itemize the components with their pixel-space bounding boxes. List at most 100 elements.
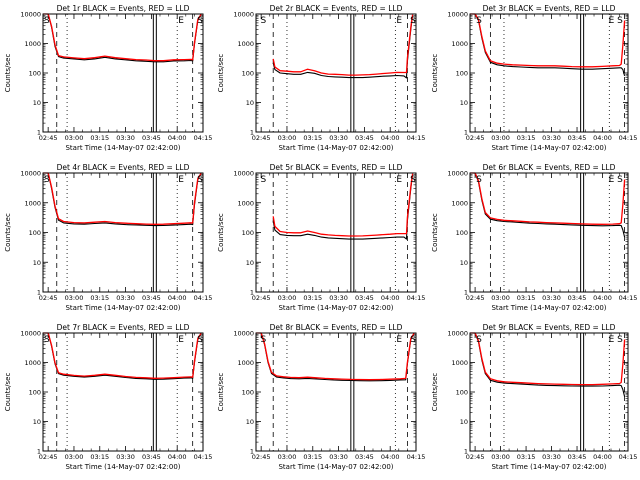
x-tick-label: 03:00 [491,453,510,461]
y-tick-label: 10000 [233,11,254,19]
y-tick-label: 1000 [451,199,468,207]
panel-title: Det 8r BLACK = Events, RED = LLD [270,323,403,332]
panel-6: Det 6r BLACK = Events, RED = LLD Counts/s… [431,163,637,312]
panel-title: Det 5r BLACK = Events, RED = LLD [270,163,403,172]
x-tick-label: 03:00 [278,134,297,142]
panel-title: Det 7r BLACK = Events, RED = LLD [57,323,190,332]
panel-9: Det 9r BLACK = Events, RED = LLD Counts/s… [431,323,637,471]
x-tick-label: 03:00 [65,294,84,302]
plot-frame [469,172,629,293]
y-tick-label: 10000 [20,11,41,19]
plot-frame [469,332,629,452]
y-axis-label: Counts/sec [217,54,225,93]
s-marker-label: S [260,335,266,345]
y-tick-label: 1000 [24,199,41,207]
plot-frame [255,332,417,452]
x-axis-label: Start Time (14-May-07 02:42:00) [278,144,393,152]
y-tick-label: 10000 [20,330,41,338]
y-axis-label: Counts/sec [431,373,439,412]
y-axis-label: Counts/sec [4,213,12,252]
x-tick-label: 04:00 [381,294,400,302]
y-tick-label: 10 [246,418,254,426]
y-axis-label: Counts/sec [431,213,439,252]
s-marker-label: S [617,175,623,185]
panel-3: Det 3r BLACK = Events, RED = LLD Counts/s… [431,4,637,152]
x-tick-label: 03:45 [142,134,161,142]
x-tick-label: 03:30 [116,294,135,302]
y-tick-label: 10 [33,99,41,107]
x-tick-label: 02:45 [466,134,485,142]
x-tick-label: 04:15 [407,134,426,142]
x-tick-label: 04:15 [407,453,426,461]
x-tick-label: 03:45 [142,294,161,302]
x-tick-label: 03:30 [542,453,561,461]
x-axis-label: Start Time (14-May-07 02:42:00) [278,304,393,312]
x-tick-label: 03:00 [278,294,297,302]
series-line-lld [256,332,415,381]
panel-4: Det 4r BLACK = Events, RED = LLD Counts/s… [4,163,212,312]
y-tick-label: 1 [37,289,41,297]
y-tick-label: 1 [464,129,468,137]
panel-title: Det 3r BLACK = Events, RED = LLD [483,4,616,13]
s-marker-label: S [197,335,203,345]
s-marker-label: S [410,335,416,345]
plot-frame [42,13,204,133]
s-marker-label: S [260,175,266,185]
x-axis-label: Start Time (14-May-07 02:42:00) [491,144,606,152]
x-tick-label: 03:45 [355,134,374,142]
y-tick-label: 1 [464,289,468,297]
y-tick-label: 10 [460,418,468,426]
y-tick-label: 1000 [451,40,468,48]
y-tick-label: 100 [456,70,468,78]
y-tick-label: 1000 [237,359,254,367]
x-tick-label: 03:45 [355,294,374,302]
series-line-lld [470,13,626,68]
x-tick-label: 03:45 [568,134,587,142]
x-tick-label: 04:15 [619,134,638,142]
e-marker-label: E [396,175,402,185]
s-marker-label: S [617,16,623,26]
series-line-lld [272,14,414,76]
x-tick-label: 04:00 [168,294,187,302]
y-axis-label: Counts/sec [217,213,225,252]
y-tick-label: 1000 [237,199,254,207]
x-axis-label: Start Time (14-May-07 02:42:00) [65,463,180,471]
panel-title: Det 2r BLACK = Events, RED = LLD [270,4,403,13]
x-axis-label: Start Time (14-May-07 02:42:00) [491,304,606,312]
s-marker-label: S [197,16,203,26]
e-marker-label: E [396,16,402,26]
y-tick-label: 100 [29,389,41,397]
series-line-lld [43,13,202,62]
y-tick-label: 100 [456,229,468,237]
plot-frame [469,13,629,133]
x-tick-label: 03:15 [303,134,322,142]
e-marker-label: E [178,335,184,345]
x-tick-label: 04:15 [619,453,638,461]
series-line-lld [272,173,414,237]
panel-title: Det 1r BLACK = Events, RED = LLD [57,4,190,13]
y-tick-label: 10000 [20,170,41,178]
y-tick-label: 100 [242,229,254,237]
x-axis-label: Start Time (14-May-07 02:42:00) [278,463,393,471]
x-tick-label: 02:45 [466,294,485,302]
y-tick-label: 1 [250,448,254,456]
y-tick-label: 1 [250,289,254,297]
series-line-lld [470,332,626,386]
s-marker-label: S [410,175,416,185]
x-tick-label: 02:45 [39,134,58,142]
x-axis-label: Start Time (14-May-07 02:42:00) [491,463,606,471]
y-tick-label: 1000 [237,40,254,48]
x-tick-label: 03:15 [517,294,536,302]
y-tick-label: 10 [246,259,254,267]
x-tick-label: 03:30 [329,134,348,142]
x-tick-label: 02:45 [252,134,271,142]
x-tick-label: 04:00 [593,294,612,302]
x-tick-label: 03:45 [568,294,587,302]
plot-frame [42,332,204,452]
y-tick-label: 10000 [233,170,254,178]
e-marker-label: E [609,335,615,345]
e-marker-label: E [609,175,615,185]
x-tick-label: 03:45 [142,453,161,461]
y-tick-label: 1000 [451,359,468,367]
